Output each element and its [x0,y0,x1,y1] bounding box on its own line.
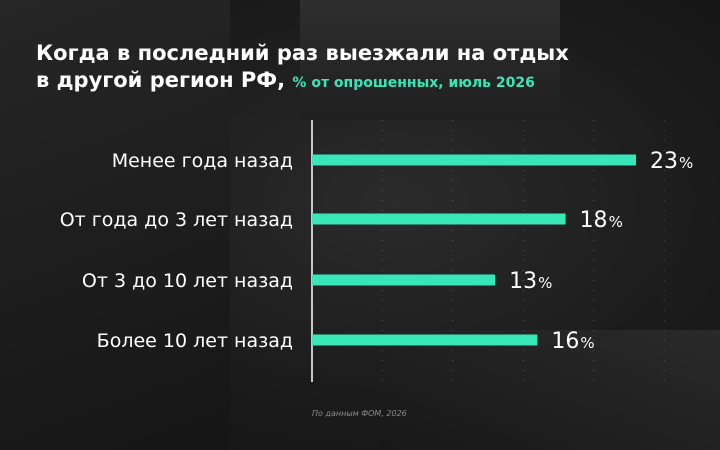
value-label: 16% [551,329,594,354]
category-label: Менее года назад [112,150,293,172]
bar [312,154,636,166]
value-labels: 23% 18% 13% 16% [509,149,693,354]
title-line-2: в другой регион РФ, % от опрошенных, июл… [36,67,696,97]
bar [312,334,538,346]
value-label: 13% [509,269,552,294]
source-note: По данным ФОМ, 2026 [312,409,407,418]
chart-title: Когда в последний раз выезжали на отдых … [36,40,696,97]
value-label: 18% [580,208,623,233]
background-panel-left [0,0,230,450]
chart-subtitle: % от опрошенных, июль 2026 [292,75,535,91]
title-line-1: Когда в последний раз выезжали на отдых [36,41,569,65]
background-panel-bottom [380,330,720,450]
category-labels: Менее года назад От года до 3 лет назад От… [60,150,293,352]
bar [312,213,566,225]
bars-group [312,154,636,346]
value-label: 23% [650,149,693,174]
grid-lines [381,120,665,382]
title-line-2-text: в другой регион РФ, [36,68,286,92]
background-panel-top [300,0,560,120]
category-label: Более 10 лет назад [97,330,293,352]
category-label: От 3 до 10 лет назад [82,270,293,292]
category-label: От года до 3 лет назад [60,209,293,231]
bar [312,274,496,286]
